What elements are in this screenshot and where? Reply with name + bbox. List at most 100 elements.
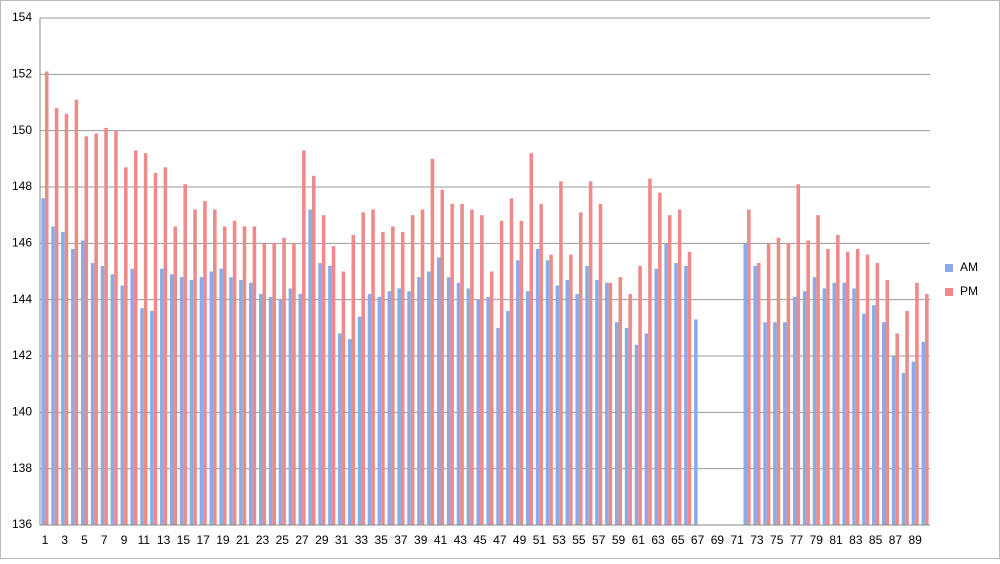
- bar: [608, 282, 613, 525]
- legend-swatch: [945, 264, 953, 272]
- bar: [905, 310, 909, 525]
- bar: [460, 203, 464, 525]
- x-tick-label: 51: [533, 533, 547, 547]
- bar: [489, 271, 494, 525]
- bar: [321, 215, 326, 525]
- bar: [575, 294, 579, 525]
- bar: [565, 279, 570, 525]
- x-tick-label: 87: [889, 533, 903, 547]
- bar: [427, 271, 431, 525]
- bar: [71, 248, 75, 525]
- bar: [802, 291, 807, 525]
- bar: [822, 288, 827, 525]
- x-tick-label: 41: [434, 533, 448, 547]
- bar: [529, 153, 534, 525]
- bar: [915, 282, 919, 525]
- x-tick-label: 65: [671, 533, 685, 547]
- x-tick-label: 53: [552, 533, 566, 547]
- bar: [842, 282, 846, 525]
- bar: [163, 167, 168, 526]
- bar: [634, 344, 639, 525]
- x-tick-label: 43: [454, 533, 468, 547]
- bar: [516, 260, 520, 525]
- bar: [773, 322, 777, 525]
- x-tick-label: 67: [691, 533, 705, 547]
- bar: [694, 319, 698, 525]
- bar: [140, 308, 144, 525]
- bar: [341, 271, 346, 525]
- bar: [845, 251, 850, 526]
- bar: [143, 153, 148, 525]
- bar: [400, 232, 405, 526]
- x-tick-label: 81: [829, 533, 843, 547]
- bar: [836, 234, 840, 525]
- bar: [41, 198, 45, 525]
- bar: [624, 327, 629, 525]
- bar: [94, 133, 98, 525]
- bar: [618, 277, 623, 525]
- bar: [272, 243, 276, 526]
- bar: [282, 237, 286, 525]
- x-tick-label: 37: [394, 533, 408, 547]
- bar: [44, 71, 49, 526]
- bar: [535, 248, 540, 525]
- x-tick-label: 17: [196, 533, 210, 547]
- bar: [743, 243, 748, 526]
- bar: [387, 291, 392, 525]
- bar: [288, 288, 293, 525]
- x-tick-label: 21: [236, 533, 250, 547]
- bar: [786, 243, 791, 526]
- bar: [674, 263, 678, 525]
- bar: [766, 243, 771, 526]
- bar: [456, 282, 461, 525]
- x-tick-label: 77: [790, 533, 804, 547]
- y-tick-label: 136: [12, 517, 32, 531]
- bar: [545, 260, 550, 525]
- x-tick-label: 85: [869, 533, 883, 547]
- x-tick-label: 49: [513, 533, 527, 547]
- bar: [549, 254, 553, 525]
- bar: [209, 271, 214, 525]
- bar: [826, 248, 830, 525]
- x-tick-label: 1: [42, 533, 49, 547]
- x-tick-label: 15: [177, 533, 191, 547]
- bar: [268, 296, 273, 525]
- bar: [509, 198, 514, 525]
- x-tick-label: 73: [750, 533, 764, 547]
- x-tick-label: 27: [295, 533, 309, 547]
- bar: [153, 172, 158, 525]
- bar: [496, 327, 500, 525]
- bar: [51, 226, 55, 525]
- bar: [796, 184, 801, 525]
- bar: [61, 232, 65, 526]
- bar: [476, 299, 481, 525]
- bar: [229, 277, 233, 525]
- bar: [687, 251, 692, 526]
- bar: [367, 294, 372, 525]
- bar: [262, 243, 267, 526]
- x-tick-label: 57: [592, 533, 606, 547]
- bar: [252, 226, 257, 525]
- legend-swatch: [945, 288, 953, 296]
- bar: [213, 209, 217, 526]
- x-tick-label: 23: [256, 533, 270, 547]
- x-tick-label: 71: [730, 533, 744, 547]
- bar: [776, 237, 781, 525]
- x-tick-label: 55: [572, 533, 586, 547]
- x-tick-label: 39: [414, 533, 428, 547]
- bar: [753, 265, 757, 525]
- bar: [921, 341, 926, 525]
- x-tick-label: 61: [632, 533, 646, 547]
- bar: [658, 192, 662, 525]
- bar: [179, 277, 184, 525]
- bar: [555, 285, 560, 525]
- bar: [872, 305, 876, 525]
- bar: [756, 263, 761, 525]
- bar: [318, 263, 322, 525]
- bar: [499, 220, 504, 526]
- bar: [222, 226, 227, 525]
- bar: [302, 150, 306, 525]
- bar: [446, 277, 451, 525]
- bar: [875, 263, 880, 525]
